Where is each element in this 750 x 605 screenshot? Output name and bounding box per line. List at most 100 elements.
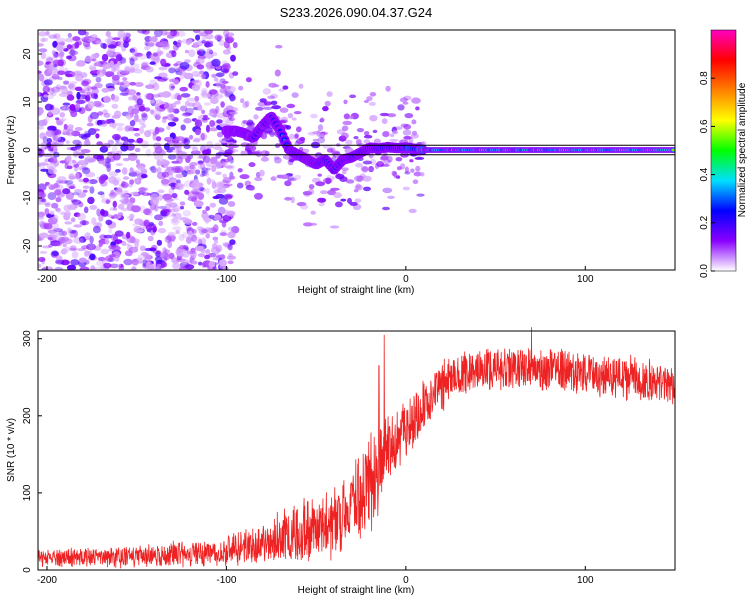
noise-blob — [191, 229, 197, 234]
noise-blob — [72, 159, 77, 164]
noise-blob — [107, 44, 117, 49]
noise-blob — [204, 30, 213, 35]
scatter-blob — [335, 201, 343, 208]
noise-blob — [89, 253, 96, 261]
noise-blob — [140, 252, 149, 256]
noise-blob — [86, 122, 94, 127]
noise-blob — [180, 124, 186, 131]
noise-blob — [145, 148, 152, 157]
scatter-blob — [387, 195, 395, 199]
spectrogram-x-tick-label: 0 — [403, 274, 409, 285]
noise-blob — [175, 136, 186, 142]
scatter-blob — [268, 82, 277, 88]
noise-blob — [127, 244, 133, 251]
noise-blob — [47, 67, 58, 75]
noise-blob — [205, 206, 210, 211]
noise-blob — [170, 94, 177, 100]
noise-blob — [215, 72, 225, 78]
noise-blob — [94, 266, 105, 270]
scatter-blob — [254, 176, 263, 182]
noise-blob — [52, 214, 59, 222]
noise-blob — [208, 214, 215, 219]
noise-blob — [69, 80, 78, 85]
noise-blob — [157, 189, 165, 194]
noise-blob — [216, 119, 223, 124]
noise-blob — [106, 164, 111, 173]
scatter-blob — [349, 201, 358, 206]
scatter-blob — [362, 175, 372, 182]
scatter-blob — [274, 157, 282, 164]
noise-blob — [156, 172, 162, 177]
noise-blob — [215, 182, 224, 190]
scatter-blob — [228, 175, 236, 180]
noise-blob — [173, 167, 183, 174]
noise-blob — [67, 83, 75, 89]
scatter-blob — [345, 179, 355, 184]
noise-blob — [154, 76, 163, 80]
snr-panel: -200 -100 0 100 0 100 200 300 Height of straigh… — [6, 327, 676, 596]
noise-blob — [111, 94, 120, 103]
noise-blob — [89, 66, 97, 71]
scatter-blob — [275, 143, 280, 149]
scatter-blob — [248, 186, 255, 191]
noise-blob — [173, 79, 180, 85]
noise-blob — [199, 187, 205, 192]
noise-blob — [215, 244, 223, 252]
scatter-blob — [267, 95, 275, 100]
noise-blob — [196, 64, 205, 70]
noise-blob — [184, 59, 191, 63]
noise-blob — [128, 127, 136, 132]
scatter-blob — [349, 115, 354, 120]
noise-blob — [40, 37, 46, 43]
noise-blob — [73, 164, 80, 168]
noise-blob — [89, 111, 99, 120]
noise-blob — [139, 245, 146, 252]
noise-blob — [160, 210, 168, 217]
noise-blob — [122, 157, 130, 162]
spectrogram-y-tick-label: 20 — [22, 48, 33, 60]
noise-blob — [152, 225, 157, 233]
scatter-blob — [382, 206, 390, 211]
noise-blob — [47, 148, 54, 152]
noise-blob — [157, 194, 164, 201]
noise-blob — [161, 171, 169, 178]
noise-blob — [180, 206, 184, 210]
scatter-blob — [293, 111, 302, 115]
scatter-blob — [317, 124, 324, 132]
noise-blob — [107, 152, 113, 159]
noise-blob — [183, 138, 189, 143]
noise-blob — [83, 86, 89, 93]
scatter-blob — [341, 132, 349, 139]
noise-blob — [171, 213, 176, 217]
noise-blob — [125, 113, 133, 119]
noise-blob — [225, 118, 234, 126]
noise-blob — [114, 230, 124, 237]
noise-blob — [160, 178, 170, 185]
scatter-blob — [270, 176, 277, 181]
noise-blob — [108, 244, 116, 249]
noise-blob — [193, 200, 204, 208]
noise-blob — [102, 62, 108, 71]
noise-blob — [89, 235, 94, 244]
noise-blob — [219, 232, 228, 237]
ridge-blob — [672, 149, 675, 151]
noise-blob — [144, 45, 150, 51]
noise-blob — [74, 143, 82, 149]
noise-blob — [68, 175, 77, 180]
noise-blob — [164, 168, 171, 174]
noise-blob — [98, 242, 103, 248]
noise-blob — [83, 177, 89, 183]
noise-blob — [150, 94, 161, 98]
scatter-blob — [404, 166, 409, 174]
scatter-blob — [247, 148, 255, 154]
noise-blob — [177, 31, 186, 37]
noise-blob — [208, 253, 217, 258]
scatter-blob — [242, 101, 249, 109]
noise-blob — [202, 155, 211, 163]
noise-blob — [179, 73, 185, 80]
noise-blob — [55, 259, 65, 265]
noise-blob — [144, 107, 151, 112]
scatter-blob — [420, 172, 425, 177]
noise-blob — [109, 122, 114, 128]
